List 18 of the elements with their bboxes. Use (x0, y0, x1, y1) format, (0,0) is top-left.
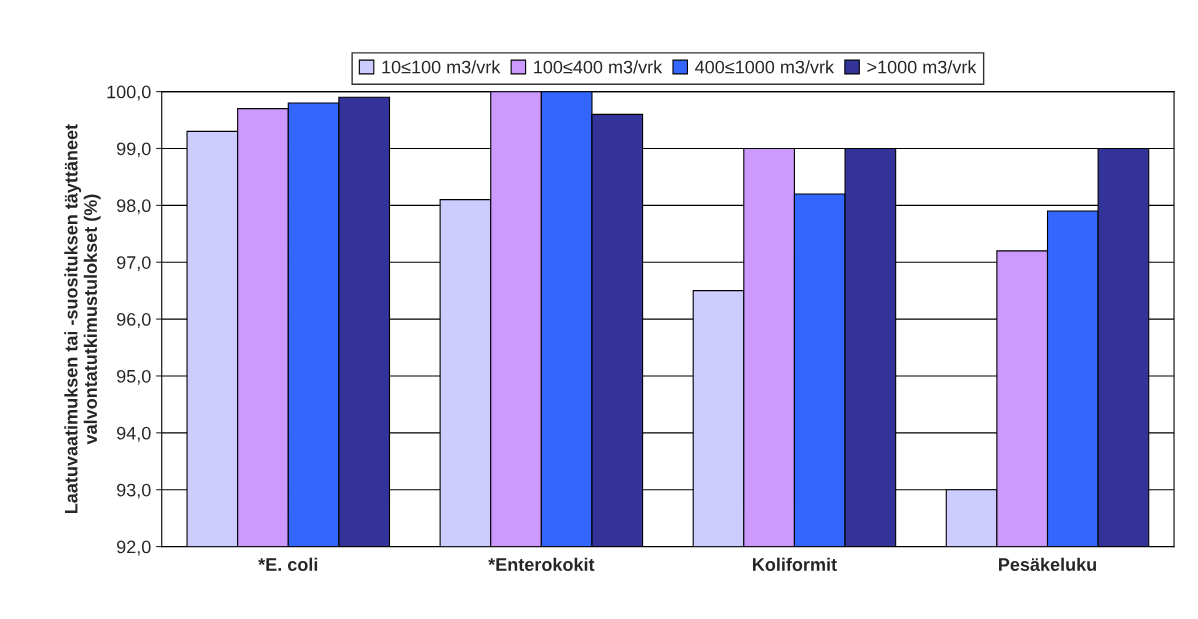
legend-label: 400≤1000 m3/vrk (695, 60, 835, 74)
y-tick-label: 93,0 (117, 483, 151, 499)
y-tick-label: 92,0 (117, 540, 151, 556)
y-tick-label: 94,0 (117, 426, 151, 442)
legend-label: 10≤100 m3/vrk (382, 60, 501, 74)
x-tick-label: Koliformit (753, 557, 837, 571)
y-tick-label: 98,0 (117, 199, 151, 215)
y-axis-title: Laatuvaatimuksen tai -suosituksen täyttäneet valvontatutkimustulokset (%) (64, 124, 101, 514)
y-tick-label: 95,0 (117, 369, 151, 385)
y-tick-label: 97,0 (117, 256, 151, 272)
legend-label: >1000 m3/vrk (867, 60, 977, 74)
legend-label: 100≤400 m3/vrk (534, 60, 663, 74)
x-tick-label: Pesäkeluku (999, 557, 1096, 571)
x-tick-label: *E. coli (258, 557, 318, 571)
y-tick-label: 96,0 (117, 313, 151, 328)
y-tick-label: 100,0 (107, 85, 151, 101)
x-tick-label: *Enterokokit (488, 557, 595, 571)
y-tick-label: 99,0 (117, 142, 151, 158)
